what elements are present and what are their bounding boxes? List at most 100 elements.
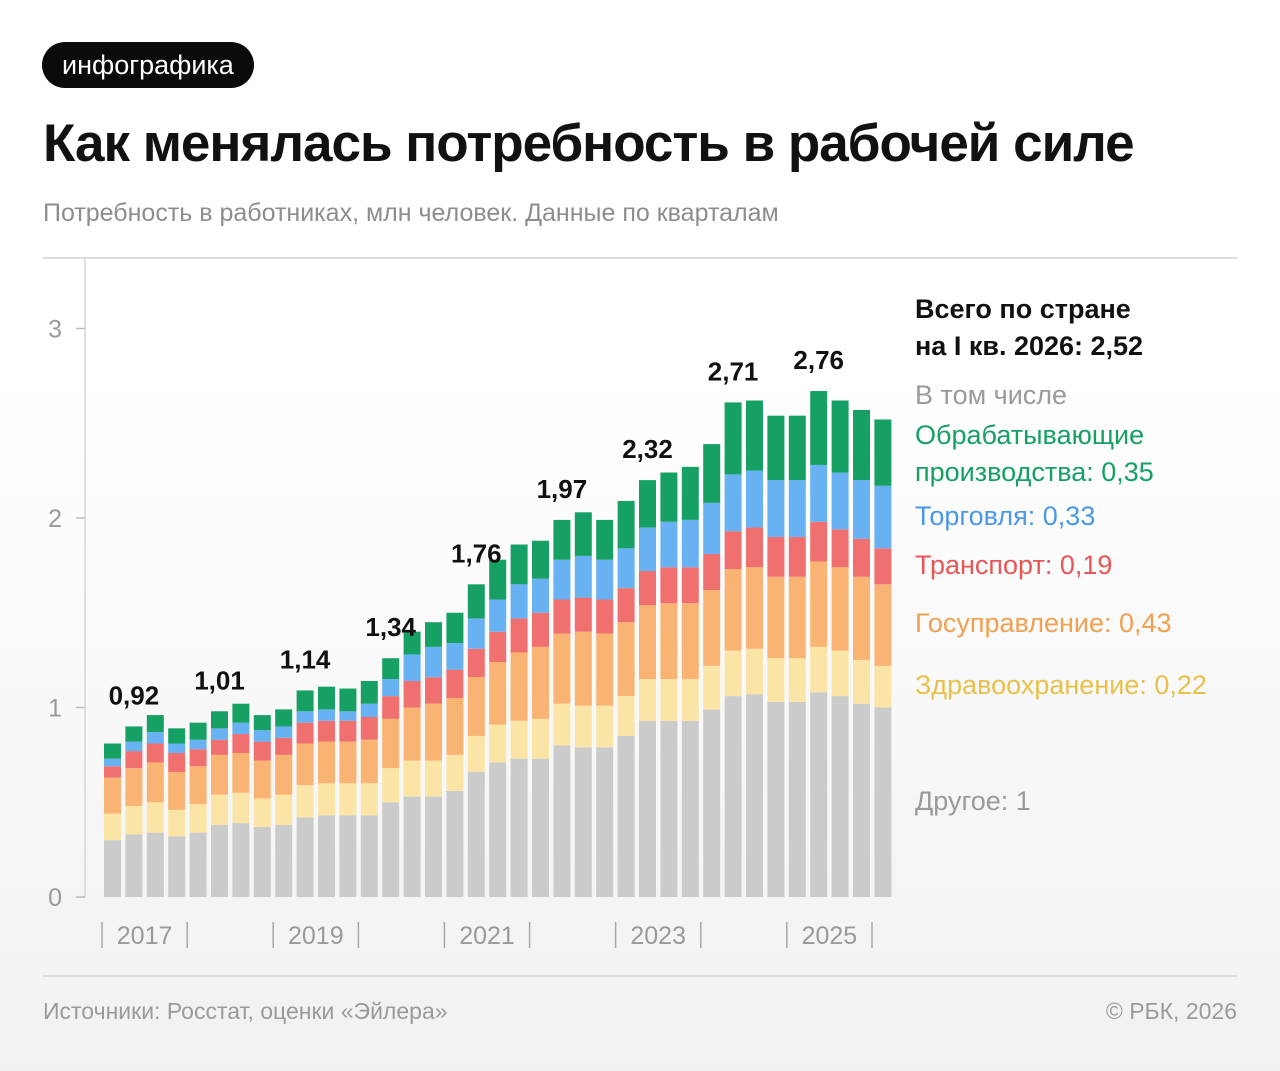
bar-segment-trade xyxy=(425,646,442,678)
bar-stack xyxy=(275,709,293,897)
bar-segment-trade xyxy=(189,739,207,750)
bar-segment-government xyxy=(510,652,528,721)
bars-group xyxy=(104,391,892,897)
bar-segment-manufacturing xyxy=(639,480,656,528)
bar-segment-other xyxy=(639,720,656,897)
bar-segment-other xyxy=(810,692,828,897)
bar-segment-trade xyxy=(703,502,721,555)
bar-segment-transport xyxy=(189,749,207,767)
y-tick-label: 1 xyxy=(48,695,62,723)
bar-segment-manufacturing xyxy=(874,419,892,486)
bar-segment-other xyxy=(446,790,464,897)
bar-segment-manufacturing xyxy=(360,680,378,704)
bar-segment-healthcare xyxy=(211,794,228,825)
bar-segment-manufacturing xyxy=(253,715,271,731)
bar-segment-other xyxy=(617,735,635,897)
bar-segment-manufacturing xyxy=(767,415,785,481)
bar-segment-government xyxy=(339,741,357,784)
bar-segment-government xyxy=(189,766,207,805)
bar-segment-transport xyxy=(639,571,656,606)
total-value-label: 1,01 xyxy=(194,665,245,695)
bar-segment-trade xyxy=(104,758,121,767)
bar-segment-other xyxy=(681,720,699,897)
bar-stack xyxy=(125,726,143,897)
bar-segment-trade xyxy=(831,472,849,530)
bar-segment-manufacturing xyxy=(125,726,143,742)
bar-segment-government xyxy=(467,677,485,736)
bar-segment-manufacturing xyxy=(146,715,164,733)
bar-stack xyxy=(489,559,507,897)
bar-segment-trade xyxy=(874,485,892,549)
page-subtitle: Потребность в работниках, млн человек. Д… xyxy=(43,199,779,227)
y-tick-label: 0 xyxy=(48,884,62,912)
bar-segment-healthcare xyxy=(596,705,614,748)
bar-segment-trade xyxy=(146,732,164,744)
bar-segment-government xyxy=(596,633,614,706)
bar-segment-trade xyxy=(660,521,678,568)
bar-segment-trade xyxy=(724,474,742,532)
bar-segment-government xyxy=(574,631,592,706)
bar-stack xyxy=(425,622,442,897)
bar-segment-government xyxy=(810,561,828,647)
bar-segment-government xyxy=(788,576,806,659)
bar-segment-healthcare xyxy=(724,650,742,697)
bar-segment-healthcare xyxy=(553,703,571,746)
bar-segment-manufacturing xyxy=(746,400,763,471)
bar-segment-other xyxy=(489,762,507,897)
bar-segment-manufacturing xyxy=(382,658,400,680)
bar-segment-other xyxy=(168,836,186,897)
total-value-label: 2,71 xyxy=(708,356,759,386)
bar-segment-other xyxy=(703,709,721,897)
bar-segment-transport xyxy=(660,567,678,604)
bar-segment-transport xyxy=(788,536,806,577)
bar-segment-transport xyxy=(874,548,892,585)
bar-segment-other xyxy=(596,747,614,897)
legend-including: В том числе xyxy=(915,380,1068,410)
bar-stack xyxy=(189,722,207,897)
bar-segment-manufacturing xyxy=(810,391,828,465)
bar-segment-government xyxy=(681,603,699,680)
bar-segment-transport xyxy=(810,521,828,562)
bar-segment-government xyxy=(660,603,678,680)
bar-segment-other xyxy=(232,823,250,897)
bar-segment-trade xyxy=(639,527,656,572)
bar-segment-government xyxy=(296,743,314,786)
bar-segment-healthcare xyxy=(489,724,507,763)
bar-segment-transport xyxy=(425,677,442,704)
x-year-label: 2025 xyxy=(802,922,858,950)
total-value-label: 2,32 xyxy=(622,434,673,464)
legend-manufacturing-line1: Обрабатывающие xyxy=(915,420,1145,450)
bar-segment-manufacturing xyxy=(510,544,528,585)
bar-segment-trade xyxy=(211,728,228,740)
bar-segment-other xyxy=(724,696,742,897)
bar-stack xyxy=(788,415,806,897)
bar-segment-transport xyxy=(360,716,378,740)
bar-segment-manufacturing xyxy=(211,711,228,729)
bar-stack xyxy=(639,480,656,897)
bar-segment-trade xyxy=(360,703,378,717)
bar-segment-healthcare xyxy=(532,718,549,759)
total-value-label: 1,14 xyxy=(280,644,331,674)
bar-stack xyxy=(232,703,250,897)
bar-segment-manufacturing xyxy=(446,612,464,644)
bar-stack xyxy=(104,743,121,897)
bar-segment-other xyxy=(467,771,485,897)
bar-segment-transport xyxy=(296,722,314,744)
bar-segment-healthcare xyxy=(125,806,143,835)
bar-segment-other xyxy=(425,796,442,897)
bar-segment-government xyxy=(767,576,785,659)
copyright: © РБК, 2026 xyxy=(1105,998,1237,1024)
bar-segment-transport xyxy=(339,720,357,742)
bar-segment-trade xyxy=(553,559,571,600)
bar-segment-healthcare xyxy=(146,802,164,833)
bar-stack xyxy=(746,400,763,897)
bar-segment-other xyxy=(211,824,228,897)
bar-segment-trade xyxy=(574,555,592,598)
x-year-label: 2019 xyxy=(288,922,344,950)
x-axis: 2017 2019 2021 2023 2025 xyxy=(101,922,873,950)
bar-segment-manufacturing xyxy=(296,690,314,712)
bar-segment-healthcare xyxy=(104,813,121,841)
bar-stack xyxy=(617,500,635,897)
bar-segment-government xyxy=(232,752,250,793)
bar-segment-healthcare xyxy=(853,660,870,704)
